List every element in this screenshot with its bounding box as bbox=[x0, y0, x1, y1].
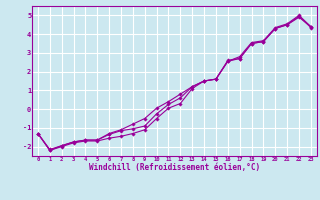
X-axis label: Windchill (Refroidissement éolien,°C): Windchill (Refroidissement éolien,°C) bbox=[89, 163, 260, 172]
